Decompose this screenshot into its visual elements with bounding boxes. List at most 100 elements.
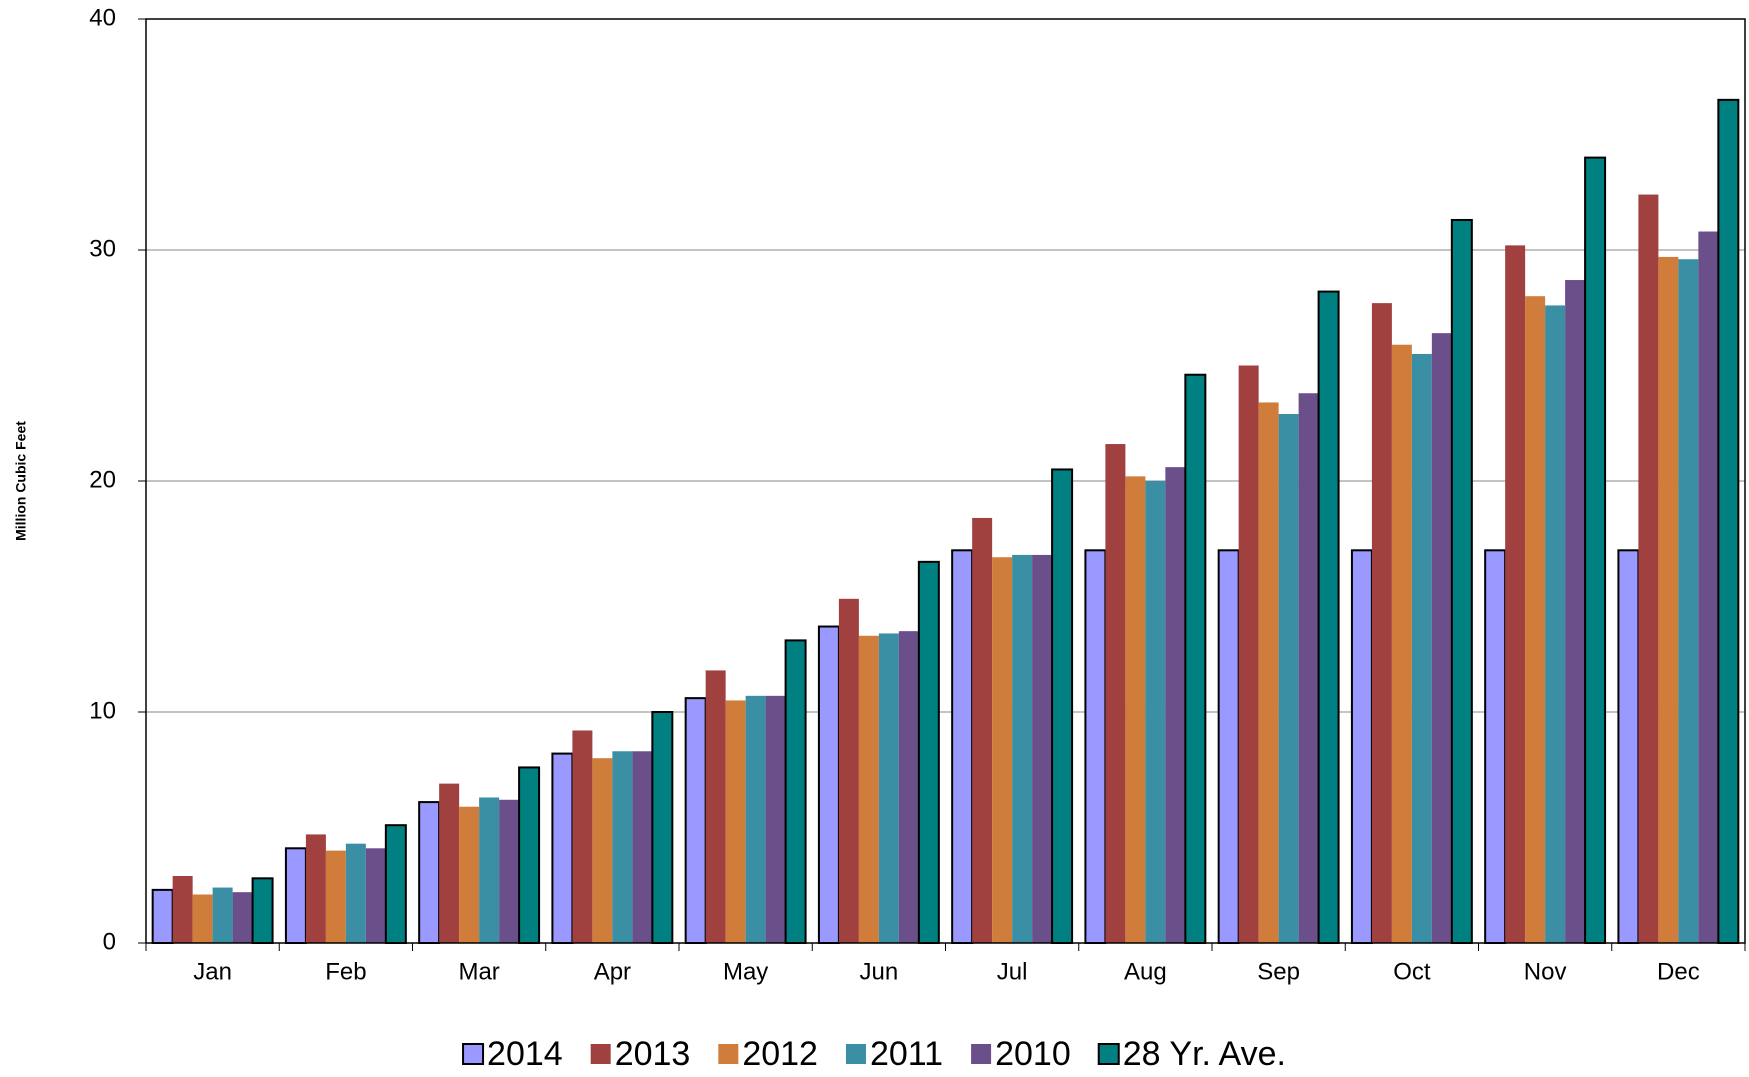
legend-label: 2013 [615, 1035, 691, 1073]
bar [817, 625, 840, 945]
legend-swatch [590, 1044, 611, 1064]
bar [459, 806, 480, 943]
bar [1258, 402, 1279, 944]
legend-swatch [462, 1043, 485, 1065]
bar [551, 752, 574, 945]
bar [878, 633, 899, 943]
y-axis-label: Million Cubic Feet [13, 421, 29, 541]
x-tick-label: Jul [997, 958, 1028, 985]
bar [284, 847, 307, 944]
bar [212, 887, 233, 943]
x-tick-label: Sep [1257, 958, 1300, 985]
bar [765, 695, 786, 943]
bar [898, 631, 919, 943]
bar [1165, 467, 1186, 943]
bar [365, 848, 386, 943]
x-tick-label: Jun [860, 958, 899, 985]
bar [151, 888, 174, 944]
bar [838, 598, 859, 943]
bar [479, 797, 500, 943]
bar [1658, 256, 1679, 943]
bar [1350, 549, 1373, 944]
bar [1105, 444, 1126, 943]
bar [1698, 231, 1719, 943]
bar [858, 635, 879, 943]
bar [499, 799, 520, 943]
bar [1317, 290, 1340, 944]
bar [745, 695, 766, 943]
bar [1484, 549, 1507, 944]
bar [418, 801, 441, 945]
bar [1184, 373, 1207, 944]
bar [172, 876, 193, 943]
bar [684, 697, 707, 945]
bar [651, 711, 674, 944]
bar [917, 560, 940, 944]
bar [1450, 218, 1473, 945]
legend-label: 2010 [995, 1035, 1071, 1073]
bar [1084, 549, 1107, 944]
bar [1217, 549, 1240, 944]
bar [1678, 259, 1699, 943]
bar [305, 834, 326, 943]
legend-label: 2011 [870, 1035, 943, 1073]
x-tick-label: Mar [458, 958, 499, 985]
bar [725, 700, 746, 943]
bar [439, 783, 460, 943]
bar [1411, 353, 1432, 943]
y-tick-label: 20 [89, 466, 116, 493]
bar [1638, 194, 1659, 943]
bar [1371, 303, 1392, 943]
legend-label: 28 Yr. Ave. [1123, 1035, 1286, 1073]
bar [251, 877, 274, 945]
bar [1525, 296, 1546, 943]
legend-swatch [718, 1044, 739, 1064]
legend-swatch [1097, 1043, 1120, 1065]
legend-swatch [845, 1044, 866, 1064]
bar [951, 549, 974, 944]
bar [1032, 554, 1053, 943]
bar [384, 824, 407, 944]
bar [1391, 344, 1412, 944]
bar [1545, 305, 1566, 943]
y-tick-label: 40 [89, 4, 116, 31]
bar [325, 850, 346, 943]
bar [1145, 481, 1166, 943]
bar [992, 557, 1013, 943]
bar [972, 517, 993, 943]
bar [1278, 414, 1299, 943]
bar [345, 843, 366, 943]
legend-swatch [971, 1044, 992, 1064]
bar [192, 894, 213, 943]
bar [1238, 365, 1259, 943]
x-tick-label: Dec [1657, 958, 1700, 985]
bar [1012, 554, 1033, 943]
bar [232, 892, 253, 943]
legend-label: 2012 [742, 1035, 818, 1073]
bar [1125, 476, 1146, 943]
bar [1298, 393, 1319, 944]
bar [1617, 549, 1640, 944]
bar [1565, 280, 1586, 943]
x-tick-label: Feb [325, 958, 366, 985]
x-tick-label: Oct [1393, 958, 1431, 985]
x-tick-label: Aug [1124, 958, 1167, 985]
bar [518, 766, 541, 944]
y-tick-label: 0 [103, 928, 116, 955]
bar [1505, 245, 1526, 943]
legend-label: 2014 [487, 1035, 563, 1073]
plot-frame [145, 18, 1746, 944]
x-tick-label: Nov [1524, 958, 1567, 985]
bar [1431, 333, 1452, 943]
bar [572, 730, 593, 943]
bar [1051, 468, 1074, 944]
x-tick-label: Apr [594, 958, 631, 985]
y-tick-label: 30 [89, 235, 116, 262]
bar [612, 751, 633, 943]
x-tick-label: May [723, 958, 768, 985]
bar [705, 670, 726, 943]
bar [1584, 156, 1607, 945]
bar [592, 758, 613, 943]
